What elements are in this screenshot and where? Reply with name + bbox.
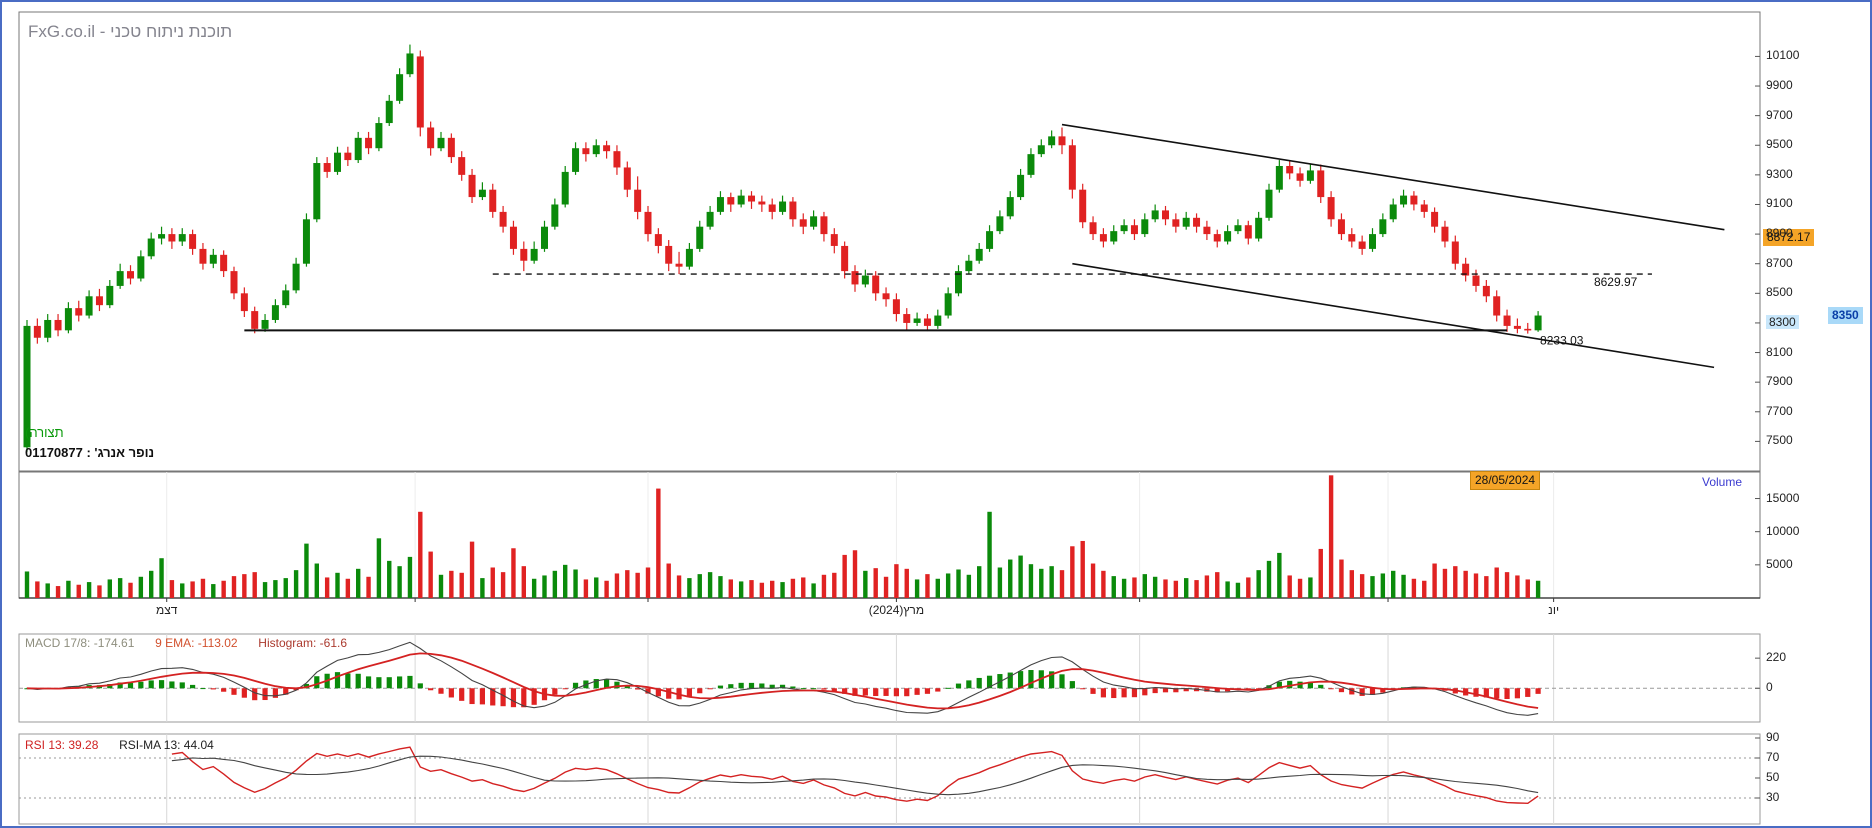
rsi-line bbox=[171, 746, 1539, 805]
price-tick-label: 9500 bbox=[1766, 137, 1793, 152]
trendline[interactable] bbox=[1061, 123, 1725, 231]
last-price-badge: 8350 bbox=[1828, 306, 1863, 324]
price-tick-label: 10100 bbox=[1766, 48, 1800, 63]
macd-ema-label: 9 EMA: bbox=[155, 636, 195, 650]
macd-header: MACD 17/8: -174.61 9 EMA: -113.02 Histog… bbox=[25, 636, 347, 650]
price-tick-label: 8700 bbox=[1766, 255, 1793, 270]
volume-bars bbox=[24, 475, 1541, 598]
macd-tick-label: 220 bbox=[1766, 650, 1787, 665]
rsi-tick-label: 70 bbox=[1766, 750, 1780, 764]
pane-border bbox=[18, 633, 1761, 723]
volume-tick-label: 15000 bbox=[1766, 490, 1800, 505]
instrument-symbol: נופר אנרג' : 01170877 bbox=[25, 445, 155, 460]
price-tick-label: 8900 bbox=[1766, 226, 1793, 241]
macd-label: MACD 17/8: bbox=[25, 636, 91, 650]
config-label: תצורה) bbox=[25, 425, 64, 440]
rsi-ma-line bbox=[171, 755, 1539, 796]
month-label: יונ bbox=[1548, 603, 1560, 617]
price-tick-label: 9700 bbox=[1766, 107, 1793, 122]
price-tick-label: 9900 bbox=[1766, 78, 1793, 93]
rsi-ma-value: 44.04 bbox=[183, 738, 214, 752]
rsi-tick-label: 50 bbox=[1766, 770, 1780, 784]
price-tick-label: 7900 bbox=[1766, 374, 1793, 389]
pane-border bbox=[18, 11, 1761, 472]
macd-line bbox=[26, 641, 1539, 716]
volume-tick-label: 10000 bbox=[1766, 523, 1800, 538]
price-tick-label: 8100 bbox=[1766, 344, 1793, 359]
price-tick-label: 8500 bbox=[1766, 285, 1793, 300]
macd-histogram-value: -61.6 bbox=[319, 636, 348, 650]
rsi-ma-label: RSI-MA 13: bbox=[119, 738, 181, 752]
price-tick-label: 7500 bbox=[1766, 433, 1793, 448]
rsi-value: 39.28 bbox=[68, 738, 99, 752]
macd-signal-line bbox=[26, 652, 1539, 710]
candlestick-series bbox=[23, 44, 1542, 452]
month-label: דצמ bbox=[156, 603, 178, 617]
rsi-header: RSI 13: 39.28 RSI-MA 13: 44.04 bbox=[25, 738, 214, 752]
trendline[interactable] bbox=[1072, 262, 1715, 369]
macd-value: -174.61 bbox=[93, 636, 135, 650]
rsi-tick-label: 30 bbox=[1766, 790, 1780, 804]
month-gridlines bbox=[166, 472, 1555, 824]
resistance-price-label: 8629.97 bbox=[1594, 275, 1638, 289]
volume-pane-label: Volume bbox=[1702, 475, 1743, 489]
rsi-tick-label: 90 bbox=[1766, 730, 1780, 744]
month-label: מרץ(2024) bbox=[868, 603, 925, 617]
price-tick-label: 9100 bbox=[1766, 196, 1793, 211]
rsi-label: RSI 13: bbox=[25, 738, 66, 752]
volume-tick-label: 5000 bbox=[1766, 556, 1793, 571]
app-title: FxG.co.il - תוכנת ניתוח טכני bbox=[28, 22, 233, 41]
price-tick-label: 8300 bbox=[1766, 314, 1799, 329]
pane-border bbox=[18, 733, 1761, 825]
crosshair-date-badge: 28/05/2024 bbox=[1469, 471, 1541, 490]
macd-ema-value: -113.02 bbox=[197, 636, 238, 650]
price-tick-label: 9300 bbox=[1766, 166, 1793, 181]
price-marker-badge: 8872.17 bbox=[1763, 229, 1815, 247]
price-tick-label: 7700 bbox=[1766, 403, 1793, 418]
macd-histogram-label: Histogram: bbox=[258, 636, 317, 650]
macd-tick-label: 0 bbox=[1766, 680, 1773, 695]
